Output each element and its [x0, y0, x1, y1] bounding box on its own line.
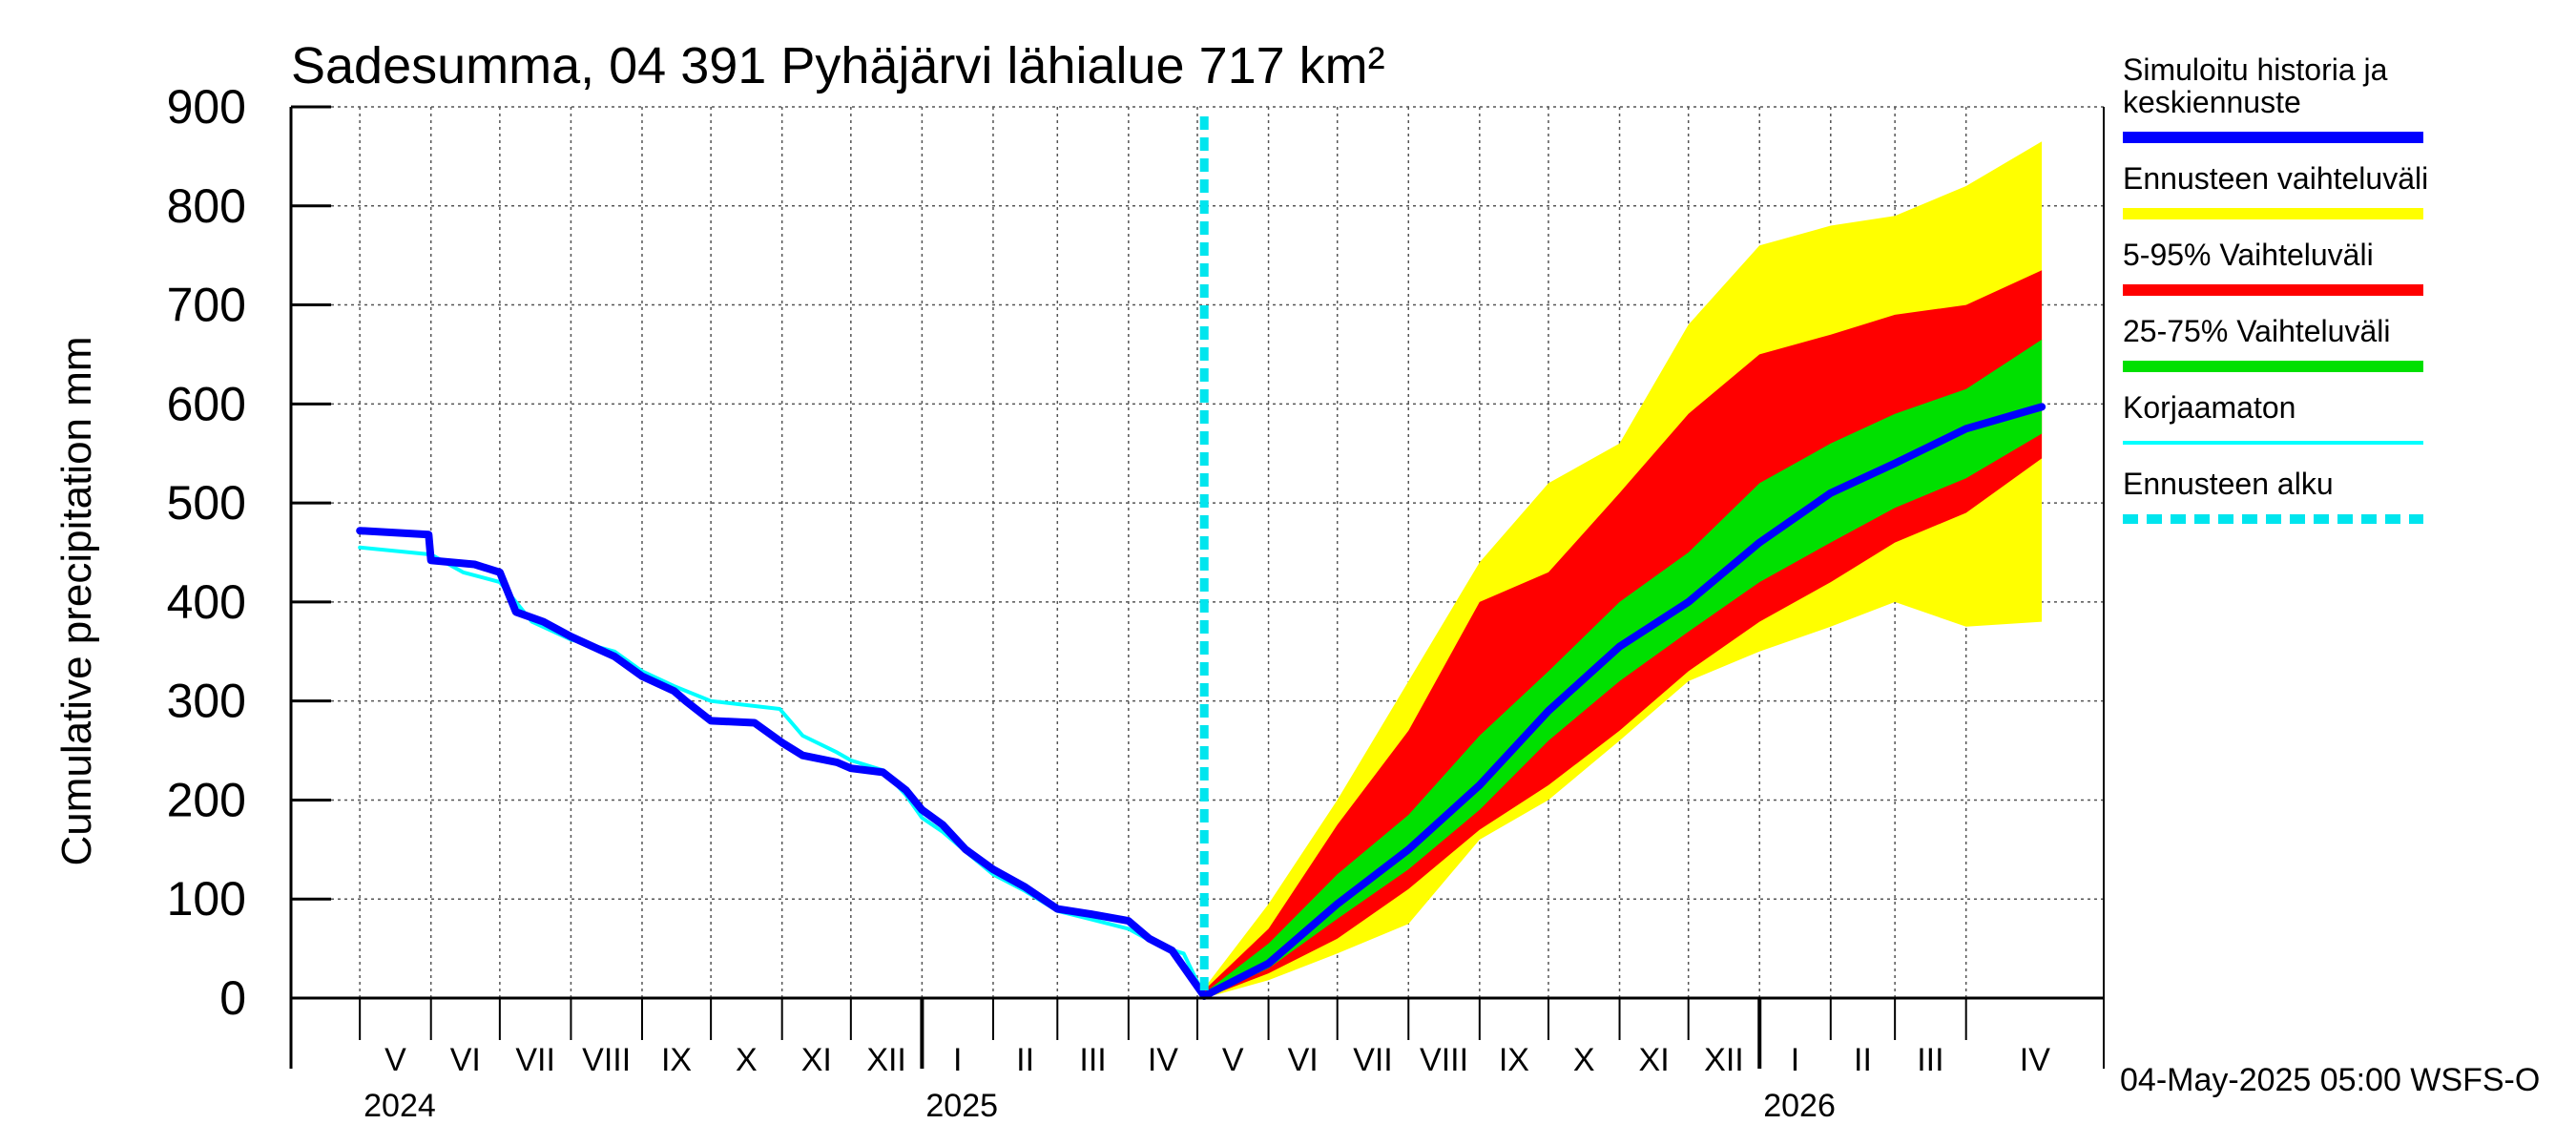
lines-layer [356, 116, 2046, 1000]
month-label-2026-02-01: II [1854, 1042, 1872, 1078]
y-tick-label-600: 600 [167, 377, 246, 430]
legend-entry-4: Korjaamaton [2123, 390, 2423, 445]
y-tick-label-500: 500 [167, 476, 246, 530]
y-tick-label-300: 300 [167, 675, 246, 728]
month-label-2026-03-01: III [1917, 1042, 1943, 1078]
legend-entry-1: Ennusteen vaihteluväli [2123, 161, 2428, 219]
year-labels: 2024 2025 2026 [364, 1088, 1836, 1124]
month-label-2025-05-01: V [1222, 1042, 1244, 1078]
legend-label-1: Ennusteen vaihteluväli [2123, 161, 2428, 196]
month-label-2025-12-01: XII [1704, 1042, 1744, 1078]
month-label-2024-07-01: VII [515, 1042, 555, 1078]
series-line-history [356, 527, 1209, 1000]
y-tick-label-100: 100 [167, 872, 246, 926]
month-label-2025-02-01: II [1016, 1042, 1034, 1078]
legend: Simuloitu historia ja keskiennuste Ennuste… [2123, 52, 2428, 524]
month-label-2025-10-01: X [1573, 1042, 1595, 1078]
year-label-2026: 2026 [1763, 1088, 1836, 1124]
month-label-2025-04-01: IV [1148, 1042, 1178, 1078]
bands-layer [1204, 141, 2043, 999]
month-label-2025-03-01: III [1079, 1042, 1106, 1078]
year-label-2024: 2024 [364, 1088, 436, 1124]
month-label-2025-08-01: VIII [1420, 1042, 1468, 1078]
legend-label-4: Korjaamaton [2123, 390, 2296, 425]
series-line-uncorrected [358, 545, 1207, 998]
month-label-2025-07-01: VII [1353, 1042, 1393, 1078]
month-label-2024-10-01: X [736, 1042, 758, 1078]
legend-label-3: 25-75% Vaihteluväli [2123, 314, 2390, 348]
month-label-2025-11-01: XI [1639, 1042, 1670, 1078]
legend-label-2: 5-95% Vaihteluväli [2123, 238, 2374, 272]
month-label-2024-09-01: IX [661, 1042, 692, 1078]
month-label-2026-04-01: IV [2020, 1042, 2050, 1078]
y-tick-label-200: 200 [167, 773, 246, 826]
month-label-2024-12-01: XII [866, 1042, 906, 1078]
month-label-2024-06-01: VI [450, 1042, 481, 1078]
month-label-2025-09-01: IX [1499, 1042, 1529, 1078]
y-tick-label-900: 900 [167, 80, 246, 134]
y-tick-labels: 0 100 200 300 400 500 600 700 800 900 [167, 80, 246, 1025]
legend-label-5: Ennusteen alku [2123, 467, 2334, 501]
month-labels: V VI VII VIII IX X XI XII I II III IV V VI VII VIII IX X X… [384, 1042, 2050, 1078]
series-line-forecast_median [1200, 403, 2046, 1000]
y-tick-label-700: 700 [167, 279, 246, 332]
legend-entry-2: 5-95% Vaihteluväli [2123, 238, 2423, 296]
legend-entry-0: Simuloitu historia ja keskiennuste [2123, 52, 2423, 143]
legend-entry-3: 25-75% Vaihteluväli [2123, 314, 2423, 372]
axes-layer [289, 105, 2105, 1069]
month-label-2024-11-01: XI [801, 1042, 832, 1078]
month-label-2026-01-01: I [1791, 1042, 1799, 1078]
month-label-2025-06-01: VI [1288, 1042, 1319, 1078]
legend-entry-5: Ennusteen alku [2123, 467, 2423, 524]
legend-label-0: Simuloitu historia ja keskiennuste [2123, 52, 2388, 119]
chart-title: Sadesumma, 04 391 Pyhäjärvi lähialue 717… [291, 37, 1385, 94]
y-tick-label-0: 0 [219, 971, 246, 1025]
month-label-2025-01-01: I [953, 1042, 962, 1078]
y-tick-label-400: 400 [167, 575, 246, 629]
y-tick-label-800: 800 [167, 179, 246, 233]
band-2 [1204, 339, 2043, 998]
month-label-2024-08-01: VIII [582, 1042, 631, 1078]
y-axis-label: Cumulative precipitation mm [53, 336, 100, 865]
month-label-2024-05-01: V [384, 1042, 406, 1078]
footer-timestamp: 04-May-2025 05:00 WSFS-O [2120, 1062, 2540, 1098]
year-label-2025: 2025 [925, 1088, 998, 1124]
